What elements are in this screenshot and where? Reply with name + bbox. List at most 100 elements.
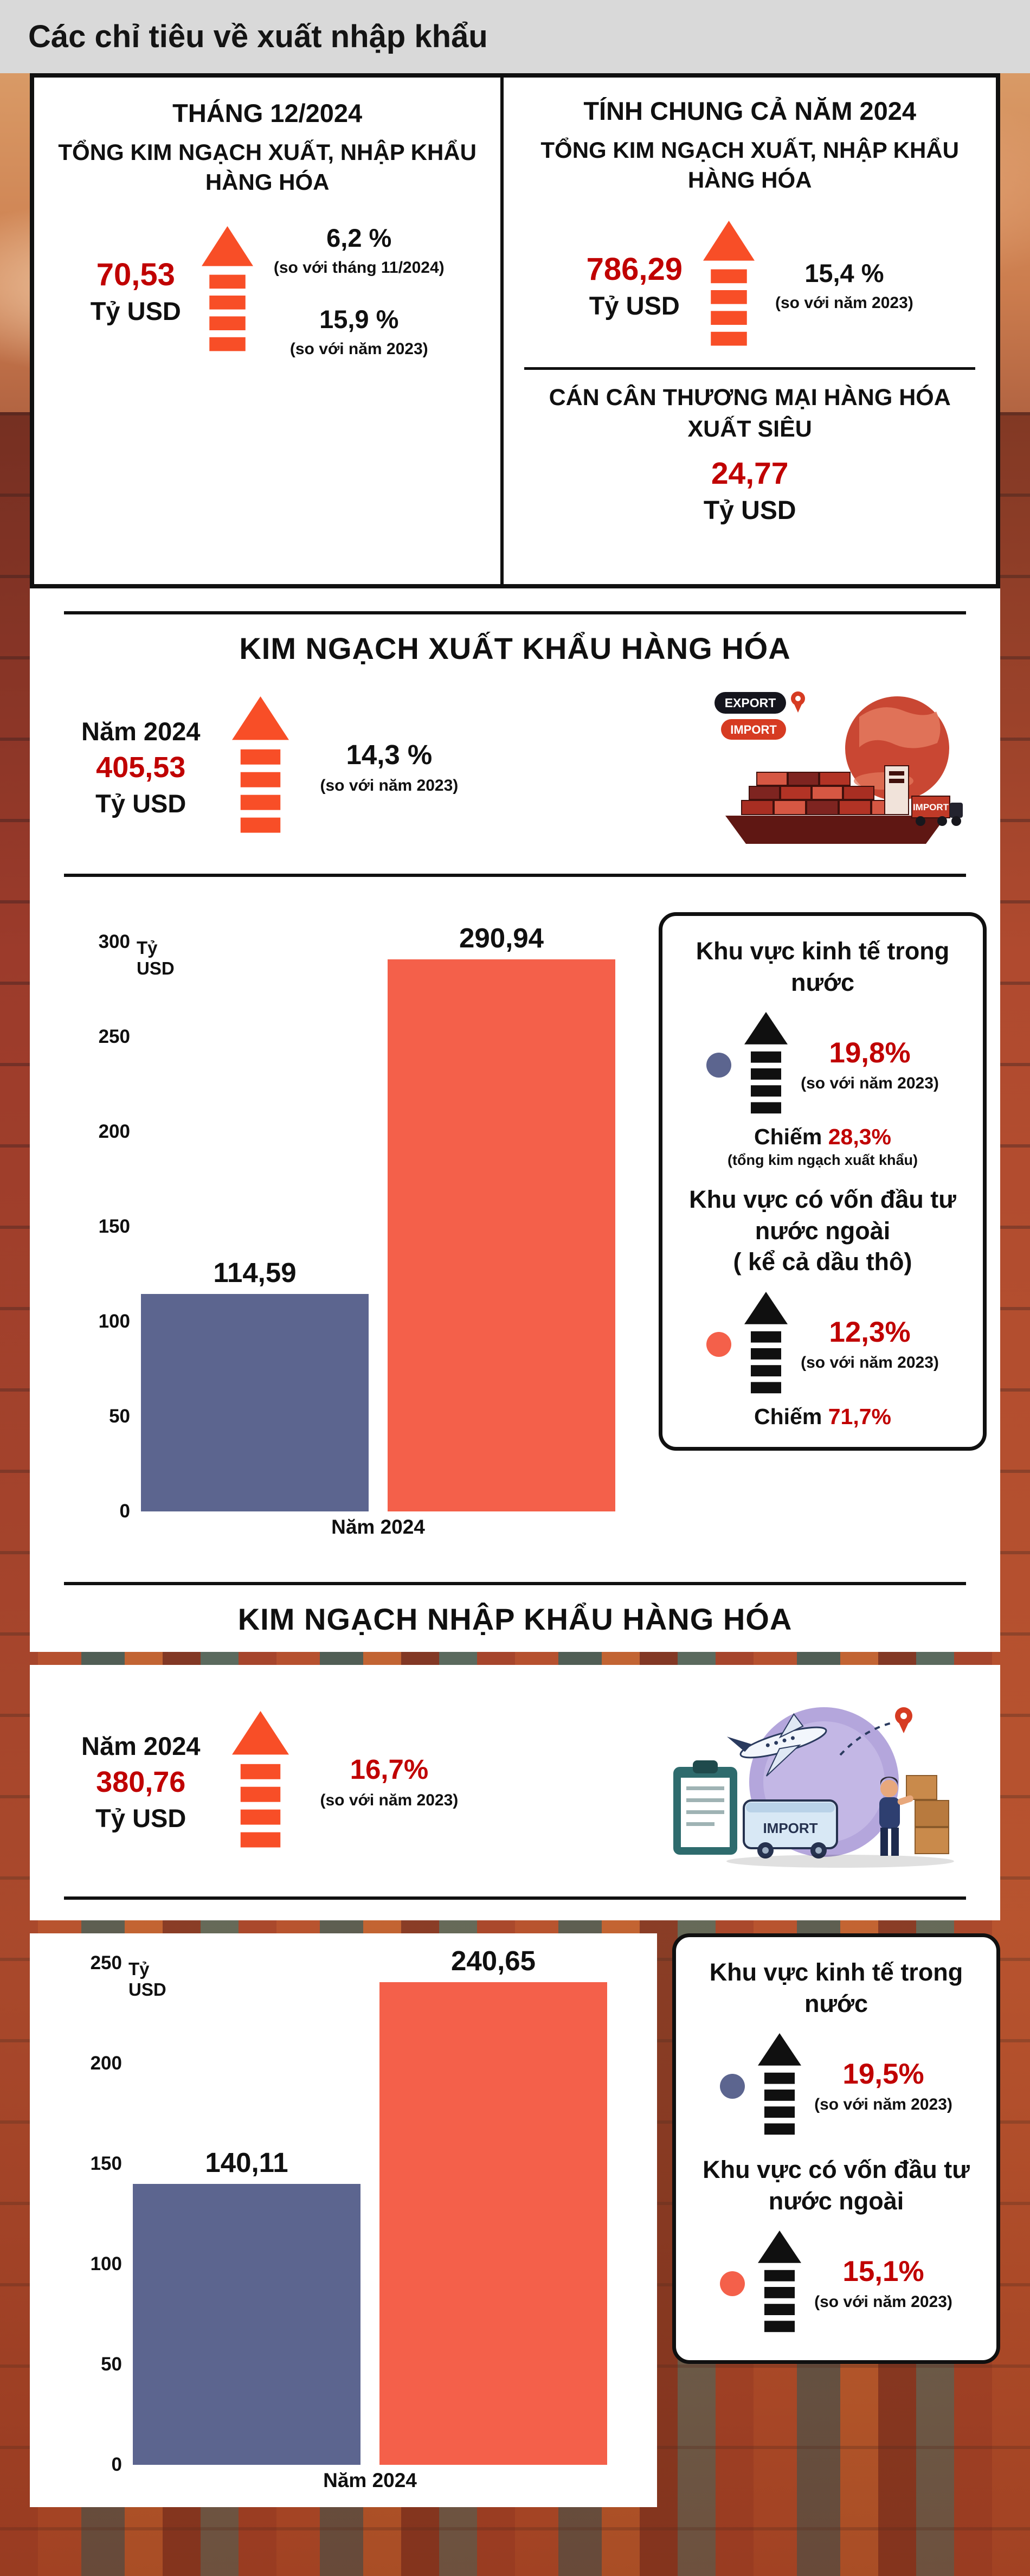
- domestic-sector-dot-icon: [720, 2073, 745, 2099]
- import-badge: IMPORT: [721, 719, 786, 740]
- import-year-label: Năm 2024: [81, 1731, 201, 1760]
- export-stats-row: Năm 2024 405,53 Tỷ USD 14,3 % (so với nă…: [30, 669, 1000, 857]
- import-heading: KIM NGẠCH NHẬP KHẨU HÀNG HÓA: [237, 1602, 793, 1636]
- increase-arrow-icon: [744, 1291, 788, 1394]
- y-axis: 0 50 100 150 200 250 300: [54, 932, 130, 1521]
- annual-summary-panel: TÍNH CHUNG CẢ NĂM 2024 TỔNG KIM NGẠCH XU…: [500, 78, 996, 584]
- domestic-sector-title: Khu vực kinh tế trong nước: [696, 937, 950, 996]
- plot-area: 0 50 100 150 200 250 300 Tỷ USD 114,59 290,94: [54, 922, 643, 1521]
- content: THÁNG 12/2024 TỔNG KIM NGẠCH XUẤT, NHẬP …: [30, 73, 1000, 2507]
- bar: [133, 2183, 360, 2465]
- location-pin-icon: [895, 1707, 912, 1733]
- ship-hull-icon: [725, 816, 947, 844]
- increase-arrow-icon: [758, 2033, 802, 2135]
- location-pin-icon: [791, 691, 805, 713]
- y-tick-label: 300: [98, 931, 130, 952]
- bar-value-label: 290,94: [459, 922, 544, 953]
- x-axis-label: Năm 2024: [323, 2469, 417, 2491]
- annual-value: 786,29: [586, 252, 683, 287]
- fdi-sector-subtitle: ( kể cả dầu thô): [733, 1248, 912, 1276]
- monthly-value-block: 70,53 Tỷ USD: [91, 257, 181, 326]
- y-tick-label: 200: [98, 1121, 130, 1142]
- monthly-unit: Tỷ USD: [90, 297, 181, 326]
- y-axis-unit: Tỷ USD: [128, 1959, 166, 2000]
- share-label: Chiếm: [754, 1124, 822, 1150]
- delta-block: 19,5% (so với năm 2023): [814, 2058, 952, 2115]
- share-value: 28,3%: [828, 1124, 891, 1150]
- clipboard-icon: [673, 1760, 737, 1855]
- monthly-delta-list: 6,2 % (so với tháng 11/2024) 15,9 % (so …: [274, 223, 445, 360]
- export-cargo-ship-illustration: IMPORT EXPORT IMPOR: [714, 691, 963, 844]
- domestic-sector-title: Khu vực kinh tế trong nước: [709, 1958, 963, 2017]
- delta-note: (so với năm 2023): [320, 776, 459, 794]
- divider-line: [63, 611, 967, 614]
- delta-percent: 12,3%: [829, 1316, 911, 1349]
- annual-unit: Tỷ USD: [589, 291, 680, 321]
- domestic-share-line: Chiếm 28,3%: [673, 1124, 972, 1150]
- bar-value-label: 240,65: [451, 1945, 536, 1976]
- fdi-sector-title: Khu vực có vốn đầu tư nước ngoài: [703, 2156, 970, 2215]
- import-chart: 0 50 100 150 200 250 Tỷ USD 140,11 240,65 Năm …: [30, 1933, 657, 2507]
- domestic-sector-delta-row: 19,8% (so với năm 2023): [673, 1012, 972, 1118]
- share-note: (tổng kim ngạch xuất khẩu): [727, 1152, 918, 1169]
- trade-balance-unit: Tỷ USD: [703, 496, 796, 526]
- van-import-label: IMPORT: [763, 1820, 817, 1836]
- delta-vs-prev-year: 15,9 % (so với năm 2023): [274, 304, 445, 360]
- monthly-stats-row: 70,53 Tỷ USD 6,2 % (so với tháng 11/2024…: [50, 223, 484, 360]
- annual-subtitle: TỔNG KIM NGẠCH XUẤT, NHẬP KHẨU HÀNG HÓA: [540, 137, 959, 193]
- export-badge: EXPORT: [714, 692, 786, 714]
- import-section: KIM NGẠCH NHẬP KHẨU HÀNG HÓA Năm 2024 38…: [30, 1560, 1000, 2507]
- container-stack-icon: [741, 772, 904, 815]
- import-value: 380,76: [96, 1765, 186, 1798]
- bar-group: 240,65: [379, 1945, 607, 2465]
- increase-arrow-icon: [703, 221, 755, 346]
- delta-block: 15,1% (so với năm 2023): [814, 2255, 952, 2312]
- y-tick-label: 100: [90, 2253, 122, 2274]
- export-delta: 14,3 % (so với năm 2023): [320, 739, 459, 796]
- x-axis-label: Năm 2024: [331, 1516, 425, 1538]
- fdi-sector-delta-row: 12,3% (so với năm 2023): [673, 1291, 972, 1398]
- y-tick-label: 150: [90, 2153, 122, 2174]
- fdi-sector-dot-icon: [720, 2271, 745, 2296]
- domestic-sector-delta-row: 19,5% (so với năm 2023): [687, 2033, 986, 2139]
- delta-block: 19,8% (so với năm 2023): [801, 1036, 939, 1094]
- divider-line: [524, 367, 975, 370]
- bar-value-label: 114,59: [213, 1257, 297, 1288]
- trade-balance-title: CÁN CÂN THƯƠNG MẠI HÀNG HÓA XUẤT SIÊU: [549, 385, 951, 443]
- import-stats-row: Năm 2024 380,76 Tỷ USD 16,7% (so với năm…: [30, 1676, 1000, 1880]
- export-badge-label: EXPORT: [725, 696, 776, 710]
- plot-area: 0 50 100 150 200 250 Tỷ USD 140,11 240,65: [46, 1945, 649, 2475]
- bar: [141, 1293, 369, 1511]
- delta-block: 12,3% (so với năm 2023): [801, 1316, 939, 1373]
- import-breakdown-panel: Khu vực kinh tế trong nước 19,5% (so với…: [672, 1933, 1000, 2364]
- monthly-title: THÁNG 12/2024: [172, 99, 363, 127]
- annual-stats-row: 786,29 Tỷ USD 15,4 % (so với năm 2023): [520, 221, 980, 351]
- delta-note: (so với năm 2023): [289, 340, 428, 358]
- delta-note: (so với năm 2023): [814, 2292, 952, 2311]
- delta-note: (so với năm 2023): [320, 1791, 459, 1809]
- delta-percent: 15,4 %: [804, 259, 884, 288]
- y-axis-unit: Tỷ USD: [137, 938, 175, 978]
- increase-arrow-icon: [744, 1012, 788, 1114]
- import-value-block: Năm 2024 380,76 Tỷ USD: [81, 1731, 201, 1833]
- delta-note: (so với năm 2023): [775, 294, 913, 312]
- delta-note: (so với tháng 11/2024): [273, 259, 445, 277]
- delivery-van-icon: IMPORT: [743, 1799, 838, 1859]
- trade-balance-value: 24,77: [711, 456, 789, 491]
- page-header: Các chỉ tiêu về xuất nhập khẩu: [0, 0, 1030, 73]
- delta-vs-prev-month: 6,2 % (so với tháng 11/2024): [274, 223, 445, 278]
- monthly-value: 70,53: [96, 257, 175, 293]
- delta-percent: 15,9 %: [319, 305, 399, 334]
- summary-panel: THÁNG 12/2024 TỔNG KIM NGẠCH XUẤT, NHẬP …: [30, 73, 1000, 588]
- annual-value-block: 786,29 Tỷ USD: [587, 251, 683, 321]
- bars: 140,11 240,65: [133, 1945, 607, 2465]
- fdi-sector-delta-row: 15,1% (so với năm 2023): [687, 2231, 986, 2336]
- annual-title: TÍNH CHUNG CẢ NĂM 2024: [583, 97, 917, 125]
- export-heading: KIM NGẠCH XUẤT KHẨU HÀNG HÓA: [239, 631, 791, 665]
- bars: 114,59 290,94: [141, 922, 615, 1511]
- export-unit: Tỷ USD: [95, 789, 186, 818]
- share-label: Chiếm: [754, 1404, 822, 1429]
- import-badge-label: IMPORT: [730, 723, 777, 736]
- fdi-sector-dot-icon: [706, 1332, 732, 1357]
